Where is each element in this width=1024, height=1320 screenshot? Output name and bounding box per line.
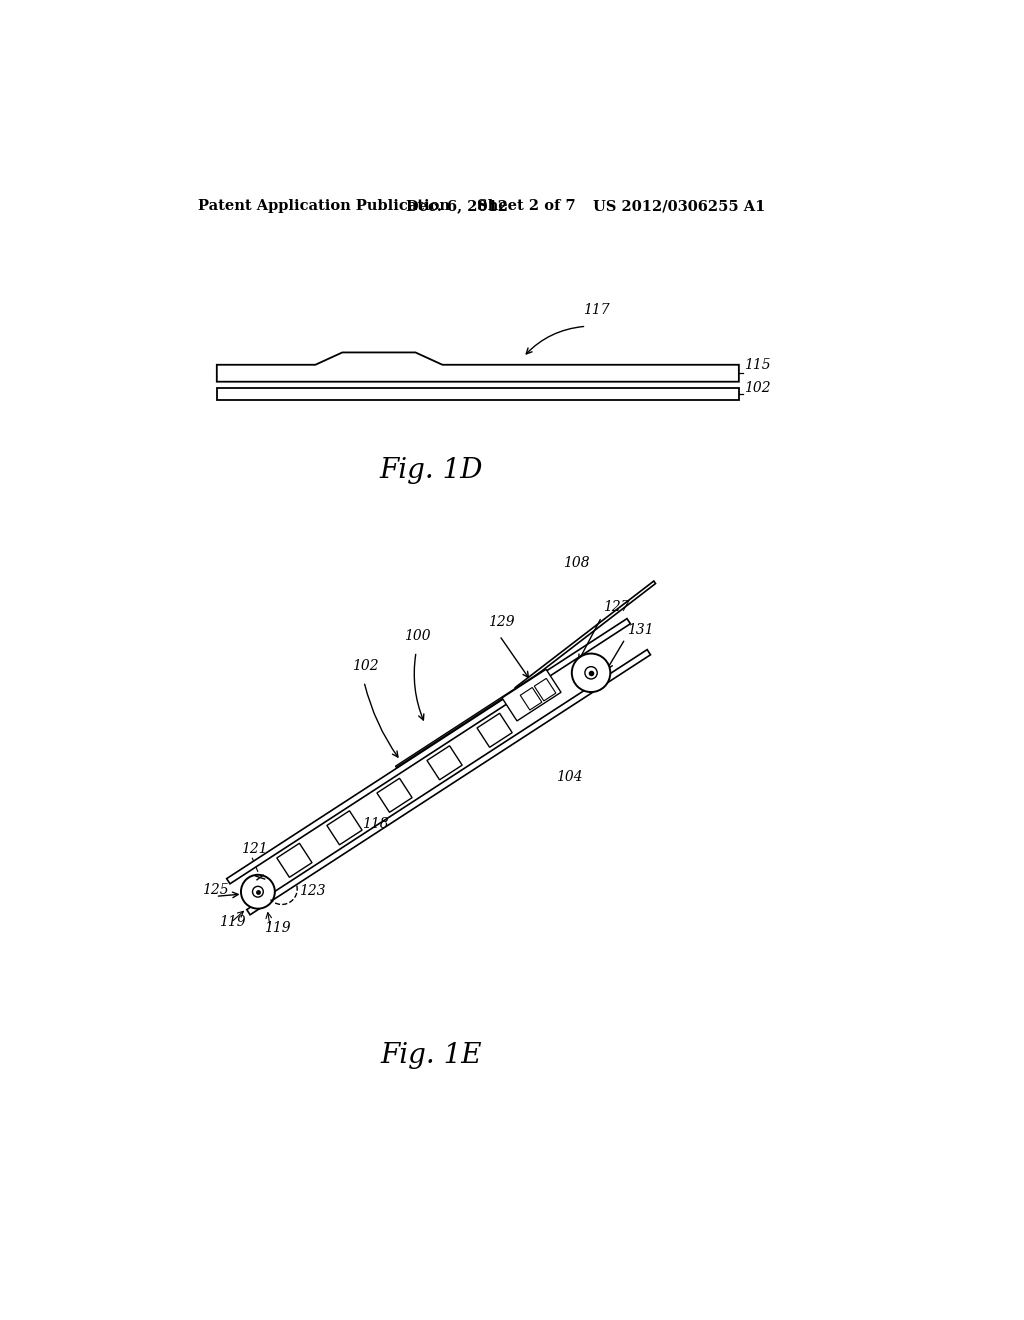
Text: Patent Application Publication: Patent Application Publication (199, 199, 451, 213)
Text: 131: 131 (627, 623, 653, 638)
Polygon shape (247, 649, 650, 915)
Circle shape (585, 667, 597, 678)
Circle shape (253, 886, 263, 898)
Polygon shape (217, 388, 739, 400)
Text: 100: 100 (403, 630, 430, 643)
Text: Fig. 1D: Fig. 1D (379, 457, 482, 484)
Polygon shape (395, 672, 543, 767)
Polygon shape (502, 669, 561, 721)
Polygon shape (477, 713, 512, 747)
Polygon shape (276, 843, 312, 878)
Text: 127: 127 (603, 599, 630, 614)
Polygon shape (427, 746, 462, 780)
Circle shape (571, 653, 610, 692)
Text: 108: 108 (563, 556, 590, 570)
Polygon shape (520, 688, 542, 710)
Polygon shape (217, 352, 739, 381)
Circle shape (241, 875, 274, 908)
Polygon shape (226, 619, 631, 884)
Text: 102: 102 (352, 659, 379, 673)
Text: 123: 123 (299, 884, 326, 898)
Text: US 2012/0306255 A1: US 2012/0306255 A1 (593, 199, 765, 213)
Polygon shape (327, 810, 362, 845)
Text: Sheet 2 of 7: Sheet 2 of 7 (477, 199, 575, 213)
Text: 125: 125 (203, 883, 229, 898)
Polygon shape (377, 779, 412, 812)
Text: 115: 115 (744, 358, 771, 372)
Text: 118: 118 (362, 817, 389, 830)
Text: 121: 121 (241, 842, 267, 855)
Polygon shape (535, 678, 556, 701)
Text: 104: 104 (556, 770, 583, 784)
Text: 119: 119 (219, 915, 246, 929)
Text: 129: 129 (487, 615, 514, 628)
Polygon shape (515, 581, 655, 690)
Text: 102: 102 (744, 380, 771, 395)
Text: 119: 119 (264, 921, 291, 935)
Text: Fig. 1E: Fig. 1E (380, 1043, 481, 1069)
Text: Dec. 6, 2012: Dec. 6, 2012 (407, 199, 508, 213)
Text: 117: 117 (584, 304, 610, 317)
